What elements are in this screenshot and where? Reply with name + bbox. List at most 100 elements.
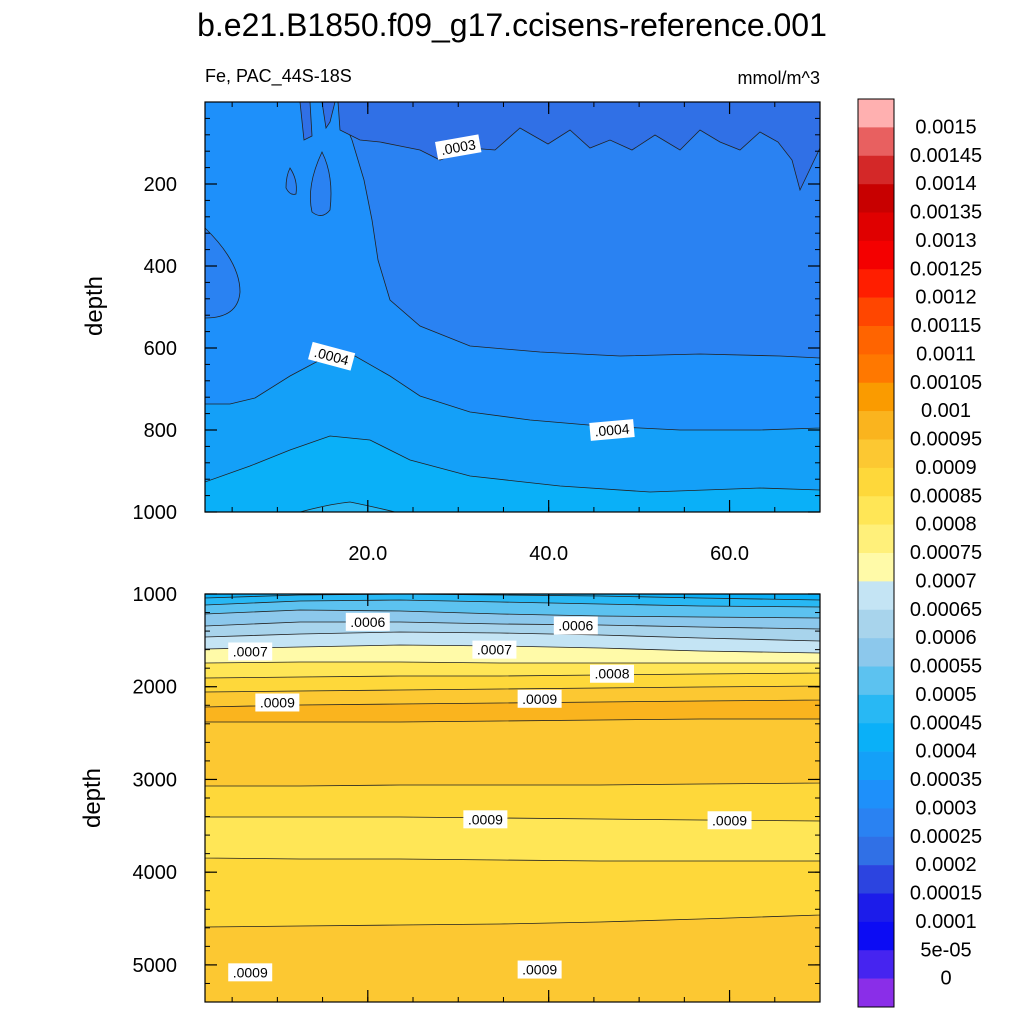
y-tick-label: 800 xyxy=(144,420,177,442)
contour-label-bg xyxy=(345,612,390,631)
contour-label-text: .0009 xyxy=(522,691,557,707)
colorbar-label: 0.00045 xyxy=(910,712,982,734)
colorbar-label: 0.00025 xyxy=(910,826,982,848)
colorbar-swatch xyxy=(858,666,894,696)
colorbar-label: 0.0009 xyxy=(915,457,976,479)
colorbar-swatch xyxy=(858,297,894,327)
contour-label-bg xyxy=(553,616,598,635)
contour-label-text: .0006 xyxy=(350,614,385,630)
colorbar-swatch xyxy=(858,382,894,412)
contour-label-bg xyxy=(228,963,273,982)
contour-label-bg xyxy=(589,419,635,441)
y-tick-label: 1000 xyxy=(133,584,178,606)
colorbar-label: 0 xyxy=(940,968,951,990)
colorbar-label: 0.00125 xyxy=(910,258,982,280)
band-0.00045-0.0005 xyxy=(205,594,820,601)
contour-label: .0007 xyxy=(472,640,517,659)
contour-label: .0008 xyxy=(589,664,634,683)
fill-level-0.00025-0.0003-left xyxy=(205,227,241,319)
colorbar-swatch xyxy=(858,467,894,497)
contour-label: .0009 xyxy=(517,689,562,708)
contour-labels: .0003.0004.0004.0006.0006.0007.0007.0008… xyxy=(228,134,752,982)
x-tick-label: 40.0 xyxy=(529,543,568,565)
contour-label-bg xyxy=(308,341,356,371)
contour-label: .0004 xyxy=(589,419,635,441)
y-tick-label: 2000 xyxy=(133,677,178,699)
colorbar-swatch xyxy=(858,694,894,724)
y-tick-label: 400 xyxy=(144,256,177,278)
colorbar-swatch xyxy=(858,950,894,979)
colorbar-label: 0.00135 xyxy=(910,202,982,224)
colorbar-label: 0.00115 xyxy=(911,315,982,337)
colorbar-label: 0.00105 xyxy=(910,372,982,394)
colorbar-swatch xyxy=(858,411,894,440)
lower-ylabel: depth xyxy=(79,768,106,828)
contour-label-text: .0009 xyxy=(522,962,557,978)
contour-label: .0009 xyxy=(228,963,273,982)
contour-label-text: .0009 xyxy=(468,811,503,827)
colorbar-label: 0.00015 xyxy=(910,883,982,905)
contour-label-bg xyxy=(472,640,517,659)
colorbar-swatch xyxy=(858,269,894,298)
colorbar-label: 0.0007 xyxy=(915,570,976,592)
y-tick-label: 4000 xyxy=(133,862,178,884)
colorbar-label: 0.0005 xyxy=(915,684,976,706)
colorbar-label: 0.0013 xyxy=(915,230,976,252)
colorbar-swatch xyxy=(858,496,894,525)
contour-label-text: .0009 xyxy=(712,812,747,828)
colorbar-label: 0.00095 xyxy=(910,429,982,451)
colorbar: 0.0015 0.00145 0.0014 0.00135 0.0013 0.00125 0… xyxy=(857,98,982,1008)
colorbar-label: 0.0014 xyxy=(915,173,976,195)
contour-label: .0009 xyxy=(463,810,508,829)
contour-label: .0006 xyxy=(553,616,598,635)
contour-label-bg xyxy=(707,811,752,830)
colorbar-swatch xyxy=(858,921,894,951)
colorbar-swatch xyxy=(858,808,894,838)
colorbar-swatch xyxy=(858,155,894,185)
contour-label-bg xyxy=(228,642,273,661)
colorbar-label: 0.0003 xyxy=(915,797,976,819)
contour-label-text: .0003 xyxy=(440,136,477,158)
bottom-contour xyxy=(299,501,396,512)
contour-label-text: .0007 xyxy=(233,643,268,659)
upper-ylabel: depth xyxy=(81,276,108,336)
contour-label-bg xyxy=(517,960,562,979)
contour-label-text: .0004 xyxy=(594,420,631,439)
x-tick-label: 20.0 xyxy=(348,543,387,565)
colorbar-swatch xyxy=(858,99,894,128)
colorbar-swatch xyxy=(858,354,894,384)
contour-label: .0003 xyxy=(435,134,482,160)
contour-label-bg xyxy=(589,664,634,683)
upper-panel-fills xyxy=(205,102,820,512)
units-label: mmol/m^3 xyxy=(738,68,820,88)
axes: 200 400 600 800 1000 20.0 40.0 60.0 1000 2000 3000… xyxy=(133,101,821,1003)
colorbar-label: 0.001 xyxy=(921,400,971,422)
colorbar-label: 0.00145 xyxy=(910,145,982,167)
contour-label: .0009 xyxy=(707,811,752,830)
contour-label-text: .0009 xyxy=(260,694,295,710)
colorbar-label: 0.0008 xyxy=(915,514,976,536)
contour-label: .0007 xyxy=(228,642,273,661)
colorbar-label: 0.0001 xyxy=(915,911,976,933)
contour-label-text: .0007 xyxy=(477,642,512,658)
x-tick-label: 60.0 xyxy=(710,543,749,565)
colorbar-swatch xyxy=(858,326,894,355)
colorbar-label: 0.00035 xyxy=(910,769,982,791)
colorbar-swatch xyxy=(858,212,894,242)
colorbar-frame xyxy=(857,98,895,1008)
colorbar-label: 5e-05 xyxy=(920,939,971,961)
colorbar-label: 0.00055 xyxy=(910,656,982,678)
y-tick-label: 1000 xyxy=(133,502,178,524)
colorbar-swatch xyxy=(858,723,894,752)
colorbar-swatch xyxy=(858,638,894,667)
left-string: Fe, PAC_44S-18S xyxy=(205,66,352,87)
small-contour xyxy=(285,167,297,195)
chart-title: b.e21.B1850.f09_g17.ccisens-reference.00… xyxy=(197,7,827,43)
contour-label-bg xyxy=(517,689,562,708)
colorbar-swatch xyxy=(858,553,894,582)
colorbar-swatch xyxy=(858,240,894,270)
contour-label-text: .0009 xyxy=(233,964,268,980)
fill-level-0.0002-0.00025-right xyxy=(337,102,820,192)
colorbar-label: 0.0012 xyxy=(915,287,976,309)
colorbar-swatch xyxy=(858,865,894,894)
